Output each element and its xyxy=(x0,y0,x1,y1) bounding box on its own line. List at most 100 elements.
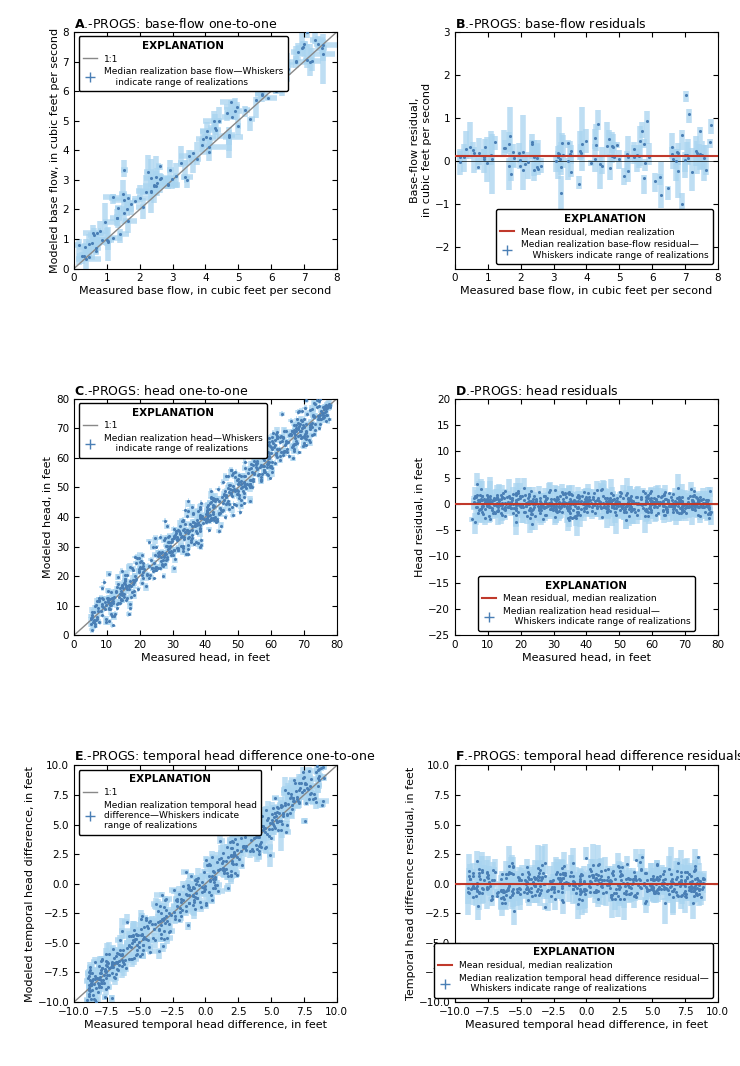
Point xyxy=(295,775,307,792)
Point xyxy=(522,868,534,885)
Point xyxy=(693,499,705,516)
Point xyxy=(578,500,590,517)
Point xyxy=(645,876,656,893)
Point xyxy=(694,872,706,889)
Point xyxy=(497,500,508,517)
Point xyxy=(683,498,695,515)
Point xyxy=(527,495,539,512)
Point xyxy=(604,879,616,897)
Point xyxy=(487,861,499,878)
Point xyxy=(171,539,183,556)
Point xyxy=(297,417,309,434)
Point xyxy=(659,483,670,500)
Point xyxy=(176,528,188,545)
Point xyxy=(500,500,511,517)
Point xyxy=(543,484,555,501)
Point xyxy=(491,498,503,515)
Point xyxy=(144,533,155,550)
Point xyxy=(666,498,678,515)
Point xyxy=(514,489,525,506)
Point xyxy=(642,507,654,524)
Point xyxy=(651,498,663,515)
Point xyxy=(150,559,162,576)
Point xyxy=(531,881,543,898)
Point xyxy=(238,495,249,512)
Point xyxy=(693,491,705,508)
Point xyxy=(563,486,575,503)
Point xyxy=(118,570,130,587)
Point xyxy=(145,551,157,568)
Point xyxy=(223,477,235,494)
Point xyxy=(571,499,583,516)
Point xyxy=(581,498,593,515)
Point xyxy=(201,511,212,528)
Point xyxy=(622,148,633,165)
Point xyxy=(653,495,665,512)
Point xyxy=(642,881,653,898)
Point xyxy=(602,869,613,886)
Point xyxy=(690,875,702,892)
Point xyxy=(698,499,710,516)
Point xyxy=(544,501,556,518)
Point xyxy=(263,827,275,844)
Point xyxy=(535,881,547,898)
Point xyxy=(280,435,292,452)
Point xyxy=(266,429,278,446)
Point xyxy=(642,489,654,506)
Point xyxy=(474,491,485,508)
Point xyxy=(467,142,479,159)
Point xyxy=(471,498,482,515)
Point xyxy=(149,546,161,563)
Point xyxy=(467,877,479,894)
Point xyxy=(676,499,688,516)
Point xyxy=(574,489,585,506)
Point xyxy=(534,500,546,517)
Point xyxy=(93,614,105,631)
Point xyxy=(282,785,294,802)
Point xyxy=(659,490,671,507)
Point xyxy=(154,898,166,915)
Point xyxy=(569,507,581,524)
Point xyxy=(630,147,642,164)
Point xyxy=(238,478,250,495)
Point xyxy=(112,568,124,585)
Point xyxy=(87,999,98,1016)
Point xyxy=(565,494,577,511)
Point xyxy=(209,868,221,885)
Point xyxy=(454,154,465,171)
Point xyxy=(159,891,171,908)
Point xyxy=(207,870,219,887)
Point xyxy=(565,863,577,881)
Point xyxy=(471,883,483,900)
Point xyxy=(196,878,208,895)
Point xyxy=(505,499,517,516)
Legend: 1:1, Median realization base flow—Whiskers
    indicate range of realizations: 1:1, Median realization base flow—Whiske… xyxy=(78,36,288,92)
Point xyxy=(256,465,268,482)
Text: $\bf{A}$.-PROGS: base-flow one-to-one: $\bf{A}$.-PROGS: base-flow one-to-one xyxy=(74,17,278,31)
Point xyxy=(294,416,306,433)
Point xyxy=(679,883,691,900)
Point xyxy=(141,566,153,583)
Point xyxy=(503,863,515,881)
Point xyxy=(495,496,507,513)
Point xyxy=(520,498,532,515)
Point xyxy=(172,542,184,559)
Point xyxy=(579,883,591,900)
Point xyxy=(127,571,139,588)
Point xyxy=(140,931,152,948)
Point xyxy=(138,561,150,578)
Point xyxy=(130,925,142,942)
Point xyxy=(482,497,494,514)
Point xyxy=(223,484,235,501)
Point xyxy=(492,502,504,519)
Point xyxy=(109,950,121,967)
Point xyxy=(91,224,103,241)
Point xyxy=(673,480,684,497)
Point xyxy=(200,505,212,522)
Point xyxy=(107,229,119,246)
Point xyxy=(607,497,619,514)
Point xyxy=(115,583,127,600)
Point xyxy=(516,866,528,883)
Point xyxy=(636,849,648,866)
Point xyxy=(695,497,707,514)
